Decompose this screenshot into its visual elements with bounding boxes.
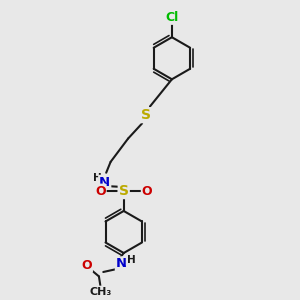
Text: S: S bbox=[141, 108, 151, 122]
Text: H: H bbox=[93, 173, 102, 183]
Text: S: S bbox=[119, 184, 129, 198]
Text: H: H bbox=[127, 255, 135, 265]
Text: O: O bbox=[95, 184, 106, 198]
Text: N: N bbox=[99, 176, 110, 189]
Text: O: O bbox=[81, 259, 92, 272]
Text: CH₃: CH₃ bbox=[89, 286, 112, 297]
Text: Cl: Cl bbox=[165, 11, 178, 24]
Text: O: O bbox=[142, 184, 152, 198]
Text: N: N bbox=[116, 257, 127, 270]
